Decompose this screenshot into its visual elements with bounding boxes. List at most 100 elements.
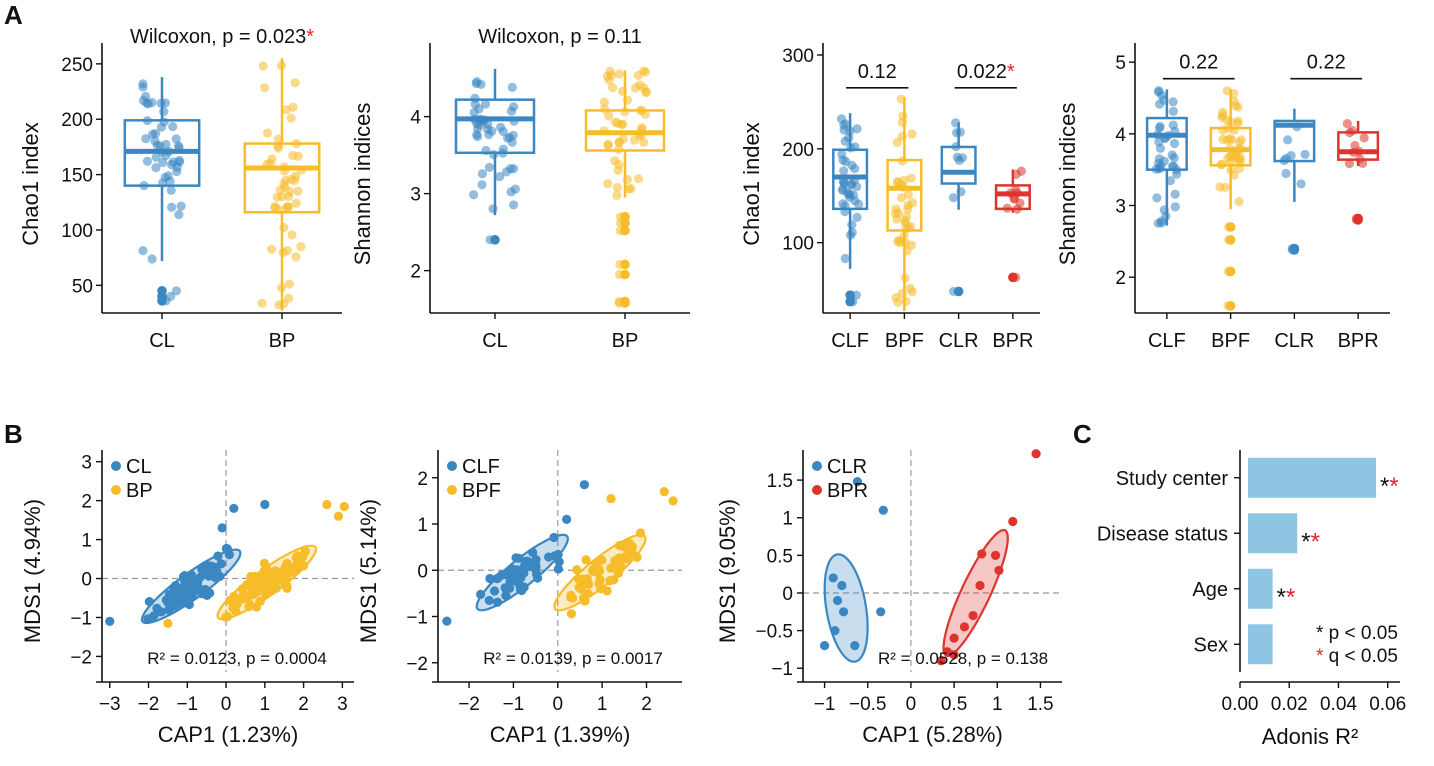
box-plot-a1: 50 100 150 200 250 Chao1 index CL BP Wilcoxon, p… — [18, 26, 342, 352]
data-point — [217, 523, 227, 533]
data-point — [1235, 156, 1245, 166]
data-point — [892, 214, 902, 224]
data-point — [1005, 188, 1016, 198]
data-point — [138, 246, 148, 256]
stat-annotation: R² = 0.0139, p = 0.0017 — [483, 649, 663, 668]
data-point — [498, 126, 508, 137]
data-point — [852, 124, 862, 134]
data-point — [236, 594, 246, 604]
data-point — [605, 66, 615, 76]
scatter-group-bpf — [553, 487, 678, 619]
data-point — [1223, 301, 1233, 311]
bar — [1248, 513, 1298, 554]
legend-marker — [812, 461, 822, 471]
category-label: Age — [1192, 579, 1228, 601]
data-point — [488, 149, 499, 160]
bar — [1248, 457, 1376, 498]
data-point — [262, 159, 272, 169]
data-point — [156, 122, 167, 132]
panel-label-c: C — [1073, 419, 1092, 449]
data-point — [614, 137, 624, 147]
data-point — [482, 124, 493, 134]
data-point — [242, 580, 252, 590]
scatter-group-cl — [105, 499, 270, 626]
legend-text: q < 0.05 — [1323, 646, 1397, 667]
data-point — [1016, 166, 1026, 176]
x-tick-label: 0.02 — [1271, 694, 1308, 715]
data-point — [222, 544, 232, 554]
box-plot-a2: 2 3 4 Shannon indices CL BP Wilcoxon, p = 0.11 — [350, 26, 690, 352]
data-point — [469, 114, 479, 124]
data-point — [624, 184, 634, 194]
data-point — [622, 95, 633, 105]
y-tick-label: 2 — [1115, 268, 1126, 289]
data-point — [1226, 117, 1236, 127]
data-point — [274, 300, 284, 310]
data-point — [1292, 122, 1302, 132]
q-significance-star: * — [1311, 528, 1320, 555]
data-point — [1347, 125, 1358, 136]
x-tick-label: 2 — [641, 694, 652, 715]
data-point — [599, 104, 610, 114]
y-axis-label: Chao1 index — [18, 122, 43, 246]
data-point — [899, 231, 909, 241]
data-point — [847, 179, 857, 189]
data-point — [1359, 133, 1369, 143]
box-group-clf: CLF — [1145, 86, 1188, 352]
y-tick-label: −2 — [70, 647, 92, 668]
data-point — [614, 159, 624, 170]
y-tick-label: 0 — [81, 570, 92, 591]
data-point — [897, 117, 907, 127]
x-tick-label: 0.00 — [1222, 694, 1259, 715]
data-point — [1344, 159, 1354, 169]
data-point — [275, 185, 285, 195]
data-point — [620, 107, 630, 117]
y-tick-label: 300 — [782, 46, 814, 67]
y-axis-label: Shannon indices — [350, 103, 375, 266]
stat-title-text: Wilcoxon, p = 0.11 — [478, 26, 642, 48]
data-point — [956, 187, 966, 197]
legend-label: CLF — [462, 456, 500, 478]
data-point — [161, 595, 171, 605]
data-point — [599, 126, 609, 136]
y-tick-label: 150 — [61, 166, 93, 187]
data-point — [322, 499, 332, 510]
data-point — [599, 97, 609, 107]
data-point — [480, 99, 491, 109]
data-point — [902, 246, 912, 256]
stat-title: Wilcoxon, p = 0.023* — [130, 26, 314, 48]
data-point — [639, 137, 649, 147]
data-point — [186, 570, 196, 580]
data-point — [949, 650, 959, 660]
data-point — [296, 165, 306, 175]
y-axis-label: MDS1 (4.94%) — [20, 499, 45, 643]
data-point — [515, 580, 525, 590]
data-point — [174, 210, 184, 220]
data-point — [878, 505, 888, 515]
data-point — [171, 286, 182, 296]
data-point — [213, 551, 223, 561]
data-point — [484, 595, 494, 606]
data-point — [150, 136, 160, 146]
data-point — [485, 573, 495, 584]
data-point — [617, 86, 628, 96]
data-point — [142, 116, 152, 126]
data-point — [1160, 133, 1170, 143]
data-point — [284, 279, 294, 289]
data-point — [895, 238, 905, 248]
y-axis-label: MDS1 (5.14%) — [356, 499, 381, 643]
data-point — [1012, 204, 1022, 214]
data-point — [259, 558, 270, 568]
data-point — [261, 590, 271, 600]
data-point — [442, 616, 452, 626]
data-point — [607, 82, 618, 93]
data-point — [591, 558, 601, 569]
data-point — [819, 641, 830, 651]
data-point — [184, 599, 194, 610]
data-point — [594, 566, 605, 576]
data-point — [179, 589, 189, 599]
legend-text: p < 0.05 — [1323, 623, 1397, 644]
data-point — [291, 198, 301, 208]
data-point — [484, 162, 495, 172]
